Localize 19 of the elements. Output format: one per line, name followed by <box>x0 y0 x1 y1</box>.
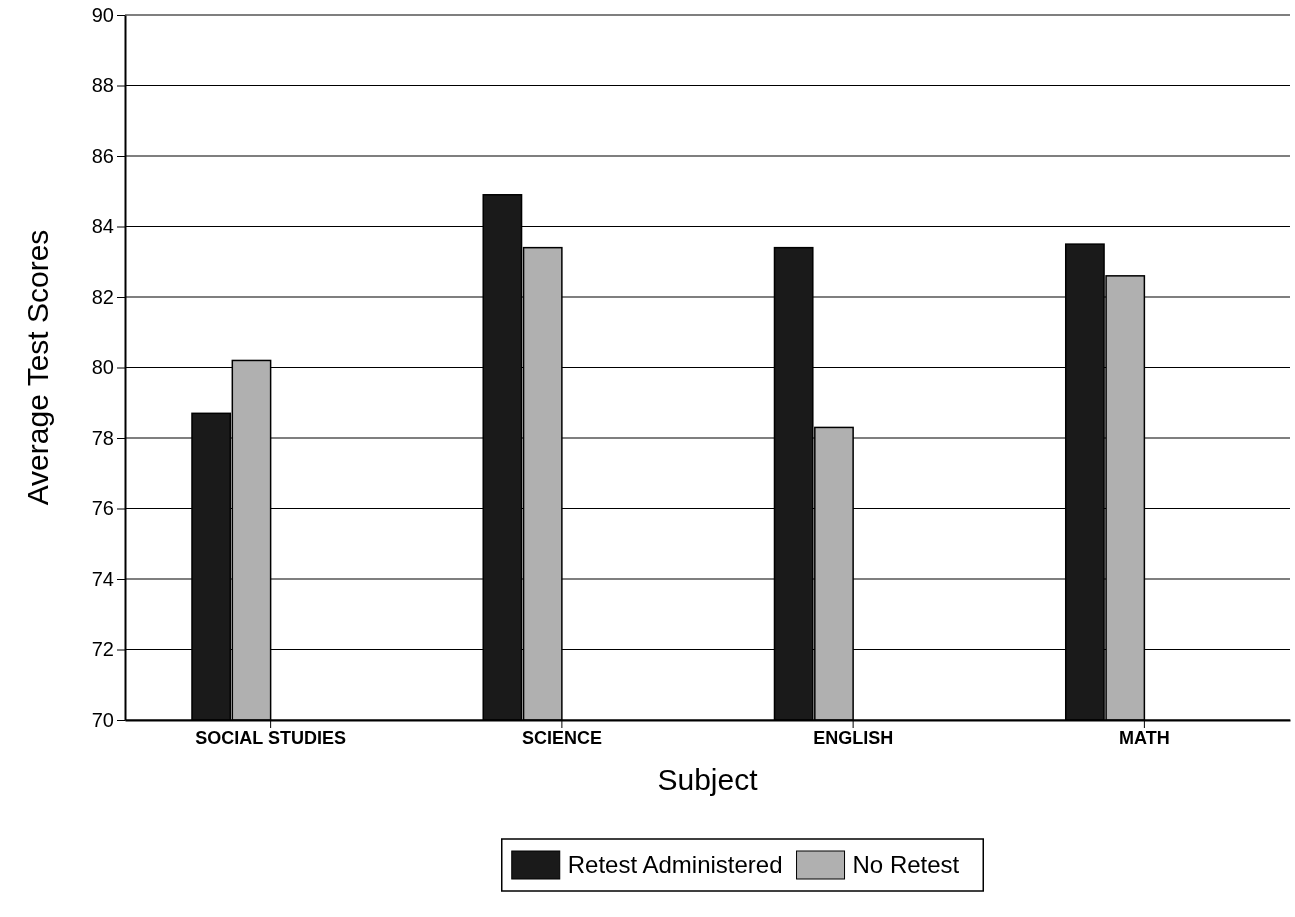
y-axis-title: Average Test Scores <box>21 229 54 506</box>
y-tick-label: 82 <box>91 285 114 308</box>
y-tick-label: 72 <box>91 638 114 661</box>
x-tick-label: SOCIAL STUDIES <box>195 727 346 748</box>
x-tick-label: SCIENCE <box>521 727 602 748</box>
y-tick-label: 80 <box>91 356 114 379</box>
y-tick-label: 90 <box>91 3 114 26</box>
y-tick-label: 76 <box>91 497 114 520</box>
x-tick-label: ENGLISH <box>813 727 894 748</box>
legend-label: Retest Administered <box>567 851 783 878</box>
y-tick-label: 74 <box>91 567 114 590</box>
legend-label: No Retest <box>852 851 960 878</box>
y-tick-label: 88 <box>91 74 114 97</box>
y-tick-label: 70 <box>91 708 114 731</box>
y-tick-label: 86 <box>91 144 114 167</box>
x-axis-title: Subject <box>657 763 759 796</box>
y-tick-label: 84 <box>91 215 114 238</box>
x-tick-label: MATH <box>1119 727 1170 748</box>
y-tick-label: 78 <box>91 426 114 449</box>
